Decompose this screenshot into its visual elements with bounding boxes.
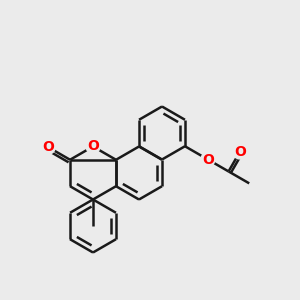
Text: O: O (202, 152, 214, 167)
Text: O: O (234, 145, 246, 159)
Text: O: O (87, 140, 99, 154)
Text: O: O (42, 140, 54, 154)
Circle shape (201, 152, 215, 167)
Circle shape (86, 140, 100, 154)
Circle shape (233, 145, 247, 159)
Circle shape (41, 140, 55, 154)
